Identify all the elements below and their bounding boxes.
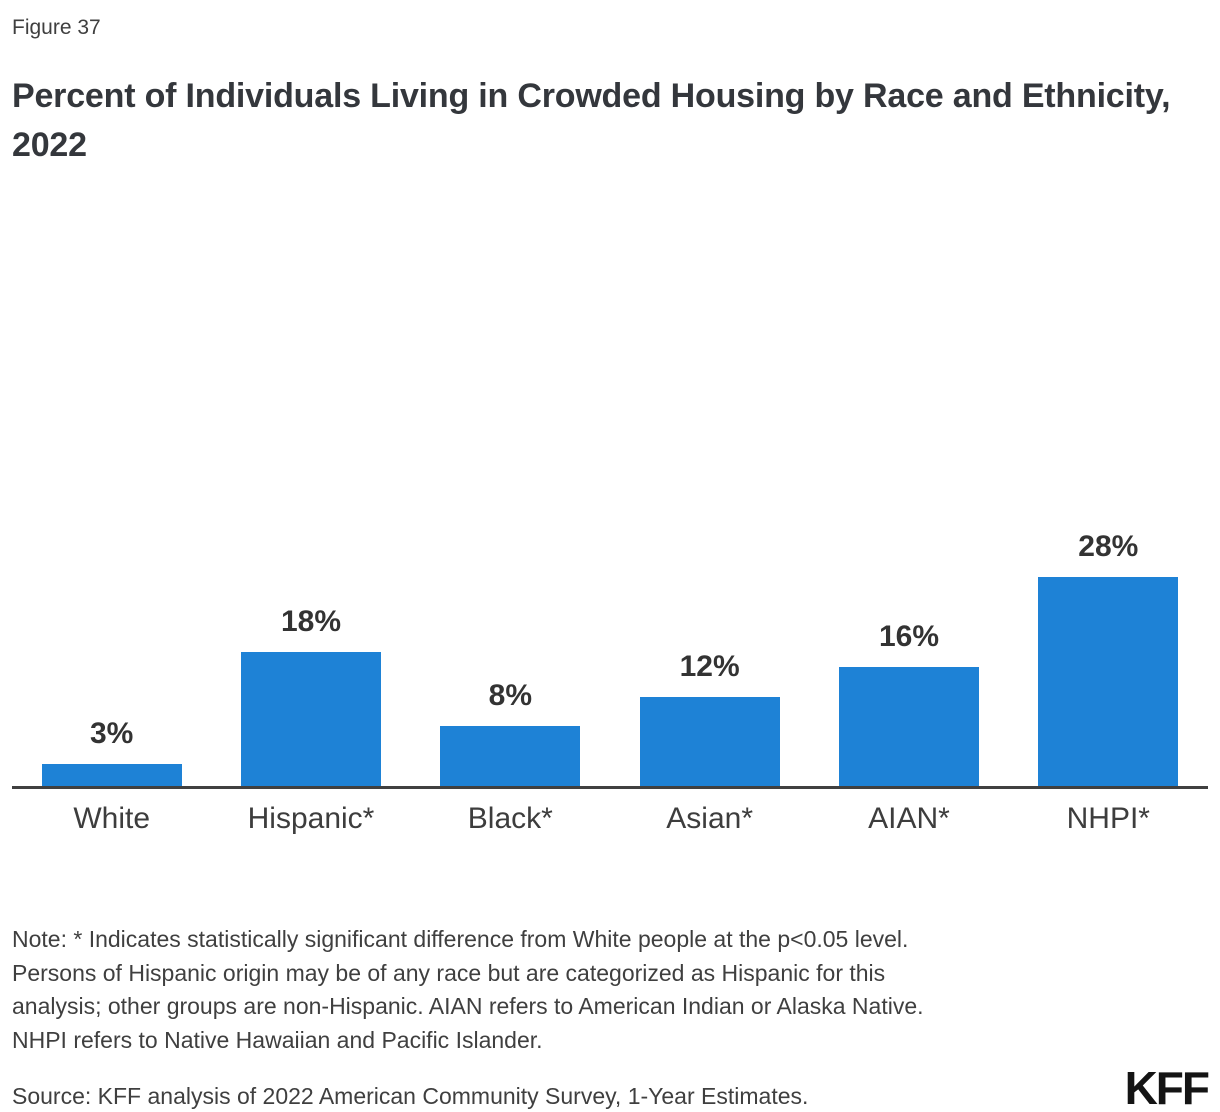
value-label-asian: 12%	[679, 650, 740, 683]
category-label-black: Black*	[467, 802, 553, 835]
bar-slot-asian: 12%	[610, 650, 809, 786]
bar-slot-nhpi: 28%	[1009, 530, 1208, 786]
chart-footer: Source: KFF analysis of 2022 American Co…	[12, 1062, 1210, 1112]
figure-label: Figure 37	[12, 16, 101, 39]
value-label-hispanic: 18%	[280, 605, 342, 638]
chart-category-axis: White Hispanic* Black* Asian* AIAN* NHPI*	[12, 801, 1208, 837]
bar-white	[41, 764, 182, 786]
note-line: Persons of Hispanic origin may be of any…	[12, 959, 886, 986]
chart-note: Note: * Indicates statistically signific…	[12, 923, 1082, 1057]
value-label-black: 8%	[488, 679, 532, 712]
value-label-white: 3%	[89, 717, 134, 750]
bar-hispanic	[240, 652, 381, 786]
bar-slot-aian: 16%	[809, 620, 1008, 786]
source-text: Source: KFF analysis of 2022 American Co…	[12, 1082, 809, 1109]
value-label-nhpi: 28%	[1078, 530, 1139, 563]
bar-slot-hispanic: 18%	[211, 605, 410, 786]
note-line: NHPI refers to Native Hawaiian and Pacif…	[12, 1026, 543, 1053]
bar-asian	[639, 697, 780, 786]
note-line: Note: * Indicates statistically signific…	[12, 926, 909, 952]
bar-aian	[838, 667, 979, 786]
bar-chart: 3% 18% 8% 12% 16% 28% White Hispanic* Black* Asi…	[12, 436, 1208, 837]
chart-plot-area: 3% 18% 8% 12% 16% 28%	[12, 436, 1208, 789]
category-label-asian: Asian*	[666, 802, 753, 835]
kff-logo: KFF	[1124, 1062, 1210, 1112]
bar-slot-white: 3%	[12, 717, 211, 786]
category-label-white: White	[73, 802, 150, 835]
bar-slot-black: 8%	[411, 679, 610, 786]
page-title: Percent of Individuals Living in Crowded…	[12, 77, 1171, 164]
bar-black	[440, 726, 581, 786]
category-label-aian: AIAN*	[868, 802, 950, 835]
note-line: analysis; other groups are non-Hispanic.…	[12, 993, 924, 1019]
category-label-nhpi: NHPI*	[1066, 802, 1150, 835]
value-label-aian: 16%	[878, 620, 939, 653]
bar-nhpi	[1038, 577, 1179, 786]
category-label-hispanic: Hispanic*	[247, 802, 375, 835]
